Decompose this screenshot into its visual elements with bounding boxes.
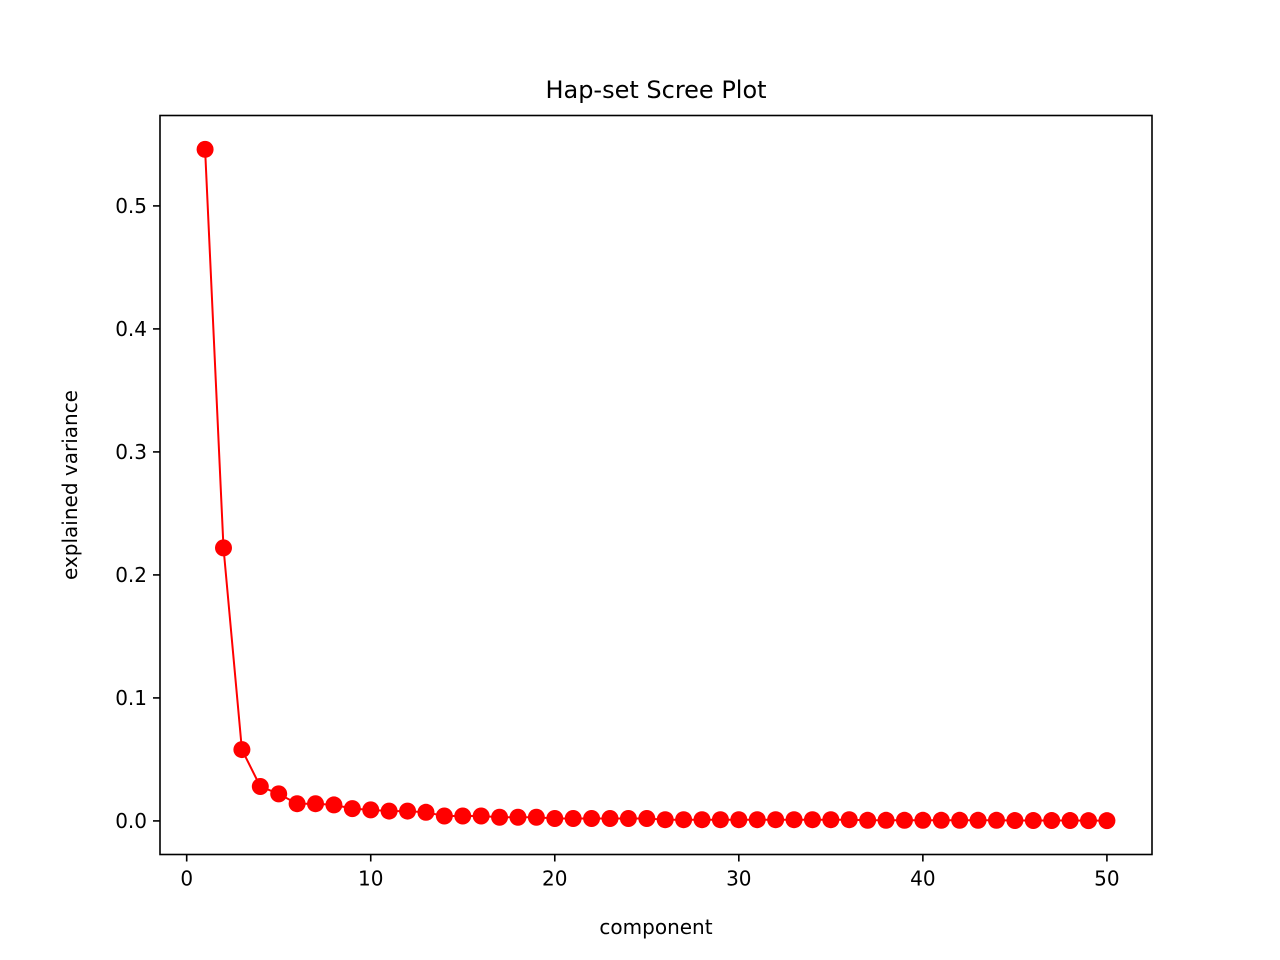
data-point (1006, 812, 1024, 830)
data-point (214, 539, 232, 557)
data-point (270, 785, 288, 803)
y-tick-label: 0.4 (115, 317, 147, 341)
data-point (675, 811, 693, 829)
data-point (601, 809, 619, 827)
data-point (527, 808, 545, 826)
data-point (803, 811, 821, 829)
x-tick-label: 10 (358, 867, 383, 891)
plot-area-frame (159, 114, 1153, 856)
data-point (619, 809, 637, 827)
data-point (711, 811, 729, 829)
data-point (767, 811, 785, 829)
data-point (693, 811, 711, 829)
chart-title: Hap-set Scree Plot (545, 76, 766, 104)
x-axis-ticks: 0 10 20 30 40 50 (180, 854, 1120, 891)
data-point (307, 795, 325, 813)
data-point (877, 811, 895, 829)
data-point (1024, 812, 1042, 830)
data-point (491, 808, 509, 826)
data-point (638, 809, 656, 827)
data-point (1098, 812, 1116, 830)
y-tick-label: 0.0 (115, 809, 147, 833)
y-tick-label: 0.5 (115, 194, 147, 218)
data-point (932, 811, 950, 829)
data-point (325, 796, 343, 814)
data-point (399, 802, 417, 820)
y-tick-label: 0.1 (115, 686, 147, 710)
data-point (546, 809, 564, 827)
y-axis-ticks: 0.0 0.1 0.2 0.3 0.4 0.5 (115, 194, 160, 833)
data-point (435, 807, 453, 825)
data-point (951, 811, 969, 829)
data-point (822, 811, 840, 829)
x-tick-label: 30 (726, 867, 751, 891)
data-point (362, 801, 380, 819)
data-point (859, 811, 877, 829)
data-point (748, 811, 766, 829)
data-point (380, 802, 398, 820)
data-point (564, 809, 582, 827)
x-tick-label: 40 (910, 867, 935, 891)
data-point (509, 808, 527, 826)
data-point (785, 811, 803, 829)
data-point (472, 807, 490, 825)
data-point (895, 811, 913, 829)
x-tick-label: 0 (180, 867, 193, 891)
x-tick-label: 50 (1094, 867, 1119, 891)
series-layer (196, 140, 1116, 830)
data-point (656, 811, 674, 829)
y-tick-label: 0.2 (115, 563, 147, 587)
x-axis-label: component (599, 915, 712, 939)
y-axis-label: explained variance (58, 390, 82, 580)
data-point (730, 811, 748, 829)
data-point (583, 809, 601, 827)
data-point (840, 811, 858, 829)
data-point (196, 140, 214, 158)
data-point (288, 795, 306, 813)
y-tick-label: 0.3 (115, 440, 147, 464)
data-point (1061, 812, 1079, 830)
data-point (914, 811, 932, 829)
data-point (251, 777, 269, 795)
data-point (454, 807, 472, 825)
data-point (233, 741, 251, 759)
data-point (987, 811, 1005, 829)
data-point (417, 803, 435, 821)
data-point (343, 800, 361, 818)
data-point (1043, 812, 1061, 830)
data-point (1080, 812, 1098, 830)
data-point (969, 811, 987, 829)
x-tick-label: 20 (542, 867, 567, 891)
